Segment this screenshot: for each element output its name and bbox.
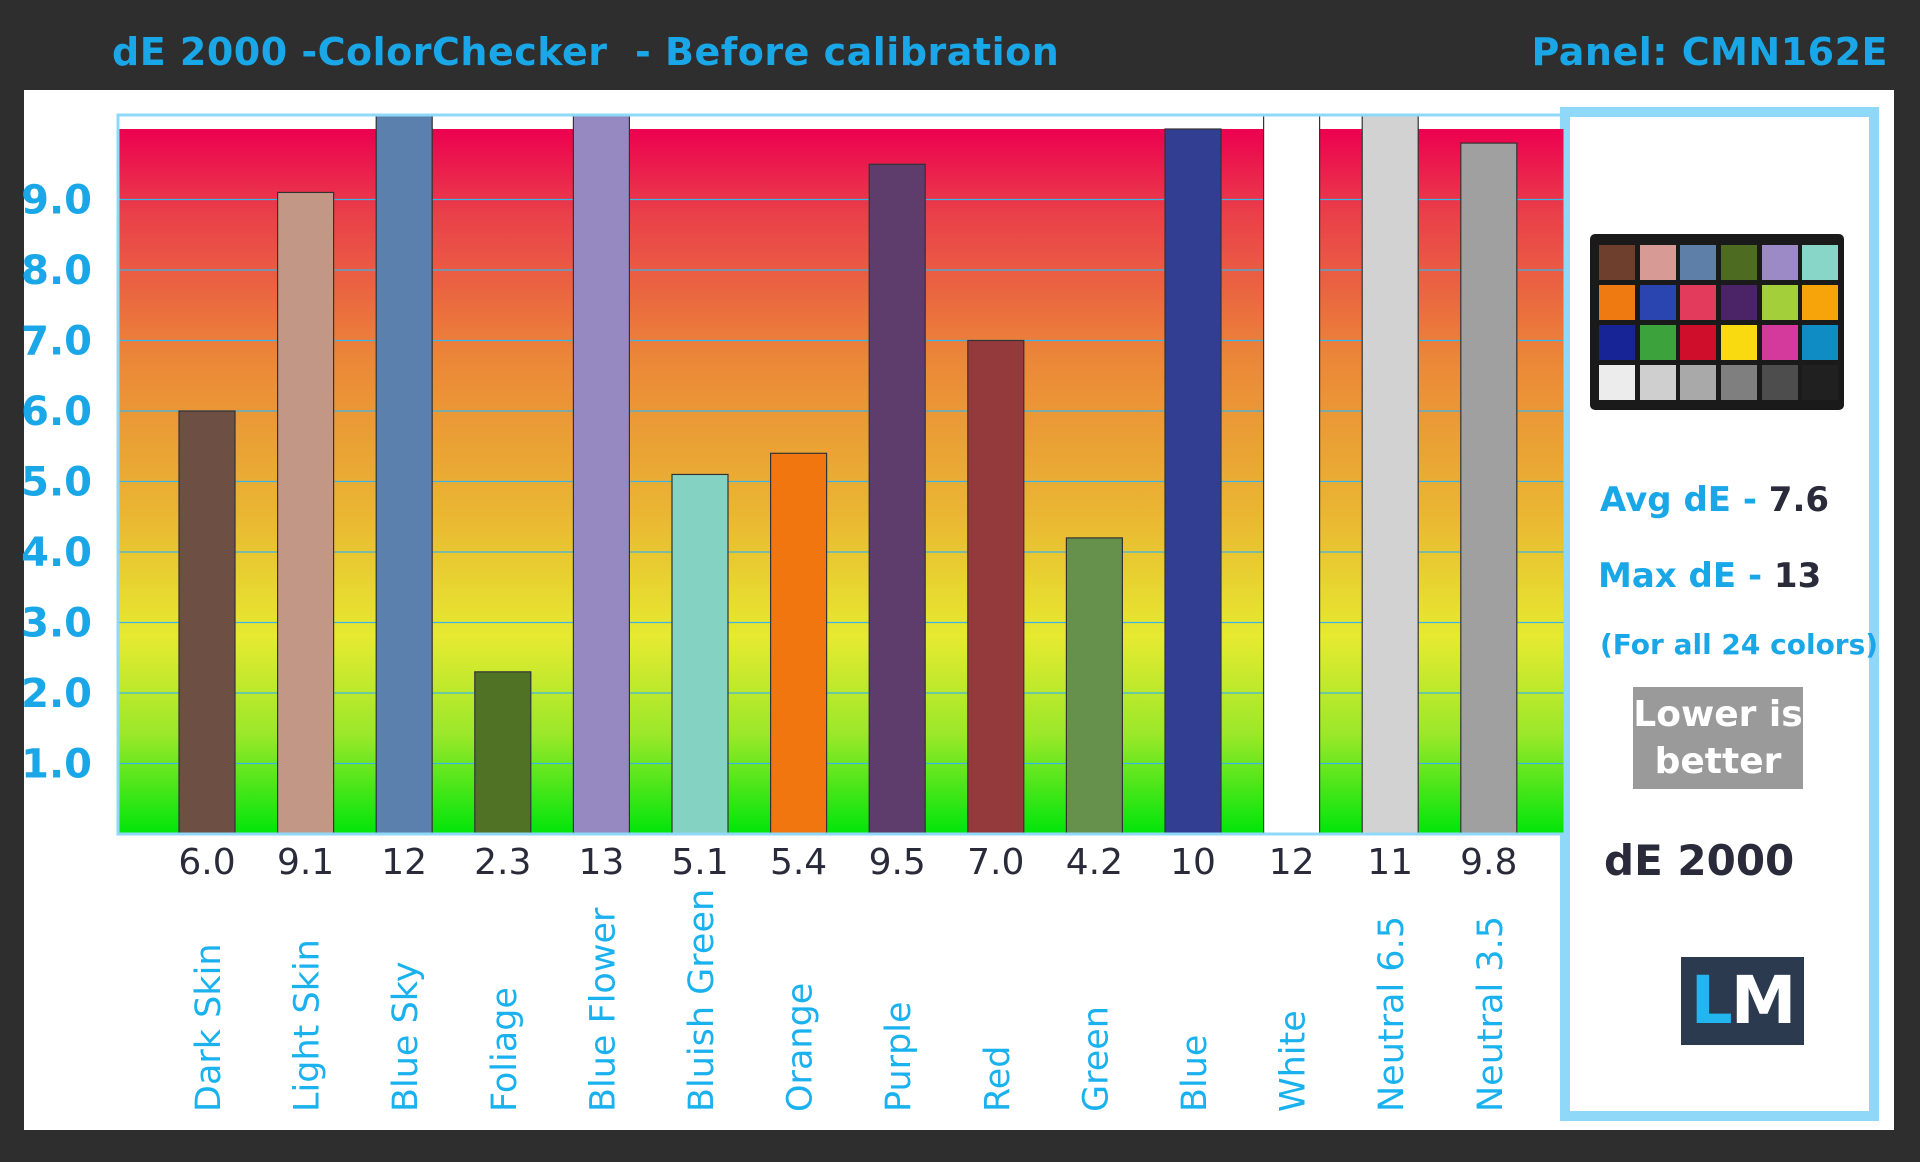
checker-swatch <box>1761 365 1798 400</box>
bar <box>1065 537 1124 835</box>
y-tick-label: 2.0 <box>21 671 92 717</box>
lm-logo: LM <box>1681 957 1804 1045</box>
category-label: Blue <box>1175 1035 1215 1112</box>
bar <box>868 163 926 835</box>
checker-swatch <box>1599 325 1635 360</box>
checker-swatch <box>1639 325 1676 360</box>
checker-swatch <box>1639 285 1676 320</box>
value-label: 9.1 <box>277 842 334 883</box>
category-labels: Dark Skin Light Skin Blue Sky Foliage Blue F… <box>189 889 1511 1112</box>
category-label: Green <box>1076 1006 1116 1112</box>
category-label: Blue Flower <box>583 907 623 1112</box>
value-label: 12 <box>1269 842 1315 883</box>
value-label: 13 <box>578 842 624 883</box>
value-label: 9.5 <box>869 842 926 883</box>
y-axis-ticks: 1.0 2.0 3.0 4.0 5.0 6.0 7.0 8.0 9.0 <box>21 178 92 788</box>
value-label: 5.4 <box>770 842 827 883</box>
avg-de-label: Avg dE - <box>1600 480 1769 520</box>
y-tick-label: 5.0 <box>21 460 92 506</box>
category-label: Orange <box>781 983 821 1112</box>
max-de-label: Max dE - <box>1598 556 1774 596</box>
checker-swatch <box>1680 325 1717 360</box>
bar <box>1164 128 1222 835</box>
checker-swatch <box>1761 325 1798 360</box>
lower-is-better-badge: Lower is better <box>1633 687 1803 789</box>
checker-swatch <box>1639 365 1676 400</box>
category-label: Dark Skin <box>189 943 229 1112</box>
category-label: Bluish Green <box>682 889 722 1112</box>
category-label: Light Skin <box>288 939 328 1112</box>
value-label: 10 <box>1170 842 1216 883</box>
bar <box>277 191 335 835</box>
logo-letter-m: M <box>1730 962 1797 1039</box>
checker-swatch <box>1721 325 1758 360</box>
checker-swatch <box>1721 285 1758 320</box>
x-axis-metric-label: dE 2000 <box>1604 836 1795 885</box>
checker-swatch <box>1802 365 1839 400</box>
category-label: Neutral 3.5 <box>1471 916 1511 1112</box>
bar <box>1460 142 1518 835</box>
chart-title: dE 2000 -ColorChecker - Before calibrati… <box>112 30 1060 74</box>
category-label: Neutral 6.5 <box>1372 916 1412 1112</box>
checker-swatch <box>1802 245 1839 280</box>
bar <box>474 671 532 835</box>
badge-line-2: better <box>1654 741 1782 782</box>
checker-swatch <box>1680 245 1717 280</box>
category-label: Blue Sky <box>386 961 426 1112</box>
checker-swatch <box>1599 245 1635 280</box>
bar <box>671 473 729 835</box>
plot-frame <box>116 113 1567 836</box>
value-label: 12 <box>381 842 427 883</box>
checker-swatch <box>1680 365 1717 400</box>
bar <box>769 452 828 835</box>
category-label: Purple <box>879 1001 919 1112</box>
value-label: 11 <box>1367 842 1413 883</box>
checker-swatch <box>1802 285 1839 320</box>
value-label: 2.3 <box>474 842 531 883</box>
y-tick-label: 6.0 <box>21 389 92 435</box>
value-labels: 6.0 9.1 12 2.3 13 5.1 5.4 9.5 7.0 4.2 10 12 11 9.8 <box>178 842 1517 883</box>
checker-swatch <box>1761 285 1798 320</box>
bar <box>1262 114 1321 835</box>
category-label: Foliage <box>485 987 525 1112</box>
value-label: 9.8 <box>1460 842 1517 883</box>
gridlines <box>118 198 1565 765</box>
bar <box>375 114 433 835</box>
checker-swatch <box>1761 245 1798 280</box>
value-label: 7.0 <box>967 842 1024 883</box>
checker-swatch <box>1680 285 1717 320</box>
category-label: White <box>1274 1010 1314 1112</box>
y-tick-label: 9.0 <box>21 178 92 224</box>
badge-line-1: Lower is <box>1633 694 1803 735</box>
value-label: 5.1 <box>671 842 728 883</box>
bar <box>572 114 631 835</box>
value-label: 4.2 <box>1066 842 1123 883</box>
colors-note: (For all 24 colors) <box>1600 628 1879 661</box>
avg-de-stat: Avg dE - 7.6 <box>1600 480 1829 520</box>
y-tick-label: 3.0 <box>21 601 92 647</box>
checker-swatch <box>1599 285 1635 320</box>
bar <box>1361 114 1419 835</box>
panel-label: Panel: CMN162E <box>1531 30 1888 74</box>
checker-swatch <box>1802 325 1839 360</box>
y-tick-label: 8.0 <box>21 248 92 294</box>
colorchecker-swatch-grid <box>1590 234 1844 410</box>
avg-de-value: 7.6 <box>1768 480 1830 520</box>
bar <box>178 410 236 835</box>
y-tick-label: 1.0 <box>21 742 92 788</box>
checker-swatch <box>1721 245 1758 280</box>
value-label: 6.0 <box>178 842 235 883</box>
max-de-value: 13 <box>1773 556 1822 596</box>
y-tick-label: 4.0 <box>21 530 92 576</box>
bars <box>178 114 1518 835</box>
checker-swatch <box>1721 365 1758 400</box>
y-tick-label: 7.0 <box>21 319 92 365</box>
checker-swatch <box>1599 365 1635 400</box>
category-label: Red <box>978 1046 1018 1113</box>
bar <box>967 339 1025 835</box>
max-de-stat: Max dE - 13 <box>1598 556 1821 596</box>
checker-swatch <box>1639 245 1676 280</box>
logo-letter-l: L <box>1690 962 1733 1039</box>
